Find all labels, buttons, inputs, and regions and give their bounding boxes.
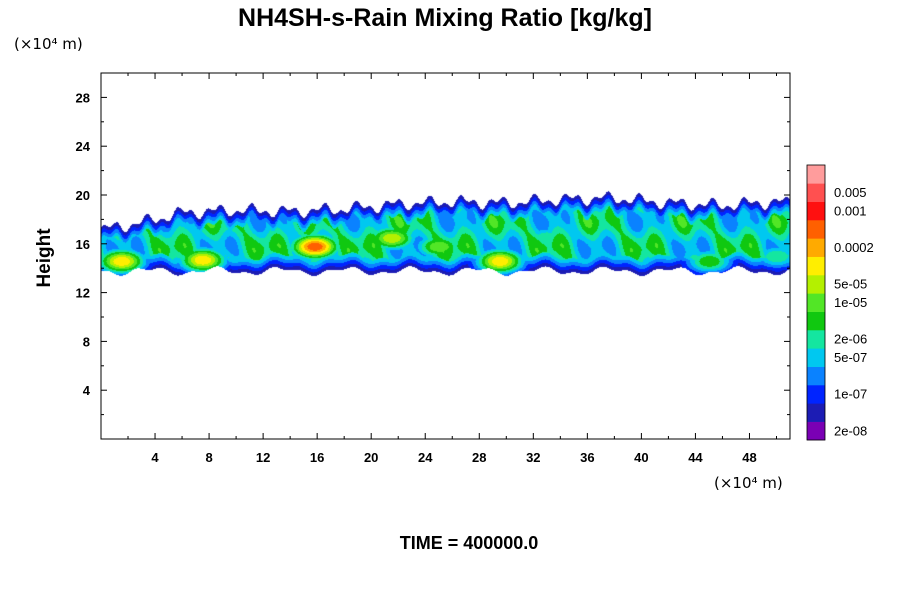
- legend-label: 2e-08: [834, 423, 867, 438]
- legend-swatch: [807, 348, 825, 367]
- mixing-ratio-field: [101, 73, 790, 439]
- legend-swatch: [807, 183, 825, 202]
- legend-swatch: [807, 403, 825, 422]
- time-label: TIME = 400000.0: [400, 533, 539, 553]
- legend-label: 5e-07: [834, 350, 867, 365]
- legend-swatch: [807, 275, 825, 294]
- legend-swatch: [807, 201, 825, 221]
- x-tick-label: 20: [364, 450, 378, 465]
- x-tick-label: 4: [151, 450, 159, 465]
- chart-title: NH4SH-s-Rain Mixing Ratio [kg/kg]: [238, 4, 652, 32]
- legend-swatch: [807, 165, 825, 184]
- x-axis-unit: (×10⁴ m): [714, 474, 783, 492]
- x-tick-label: 44: [688, 450, 703, 465]
- legend-swatch: [807, 256, 825, 276]
- legend-swatch: [807, 330, 825, 349]
- x-tick-label: 48: [742, 450, 756, 465]
- color-legend: 2e-08 1e-07 5e-07 2e-06 1e-05 5e-05 0.0002 0.00…: [806, 164, 874, 441]
- x-tick-label: 40: [634, 450, 648, 465]
- legend-label: 0.005: [834, 185, 867, 200]
- y-axis: 4 8 12 16 20 24 28: [76, 90, 790, 416]
- legend-swatch: [807, 421, 825, 441]
- y-tick-label: 24: [76, 139, 91, 154]
- legend-label: 0.001: [834, 203, 867, 218]
- y-tick-label: 8: [83, 334, 90, 349]
- y-tick-label: 16: [76, 237, 90, 252]
- x-tick-label: 32: [526, 450, 540, 465]
- x-tick-label: 28: [472, 450, 486, 465]
- legend-swatch: [807, 311, 825, 331]
- y-axis-label: Height: [34, 228, 55, 288]
- legend-label: 2e-06: [834, 332, 867, 347]
- x-tick-label: 36: [580, 450, 594, 465]
- y-tick-label: 20: [76, 188, 90, 203]
- y-axis-unit: (×10⁴ m): [14, 35, 83, 53]
- x-axis: 4 8 12 16 20 24 28 32 36 40 44 48: [127, 73, 777, 465]
- x-tick-label: 12: [256, 450, 270, 465]
- legend-label: 5e-05: [834, 277, 867, 292]
- legend-swatch: [807, 366, 825, 386]
- legend-label: 0.0002: [834, 240, 874, 255]
- plot-frame: [100, 72, 791, 440]
- field-raster: [101, 73, 790, 439]
- legend-swatch: [807, 238, 825, 257]
- y-tick-label: 12: [76, 286, 90, 301]
- legend-swatch: [807, 220, 825, 239]
- legend-label: 1e-07: [834, 387, 867, 402]
- y-tick-label: 28: [76, 90, 90, 105]
- x-tick-label: 16: [310, 450, 324, 465]
- x-tick-label: 8: [205, 450, 212, 465]
- legend-frame: [806, 164, 826, 441]
- legend-label: 1e-05: [834, 295, 867, 310]
- x-tick-label: 24: [418, 450, 433, 465]
- legend-swatch: [807, 293, 825, 312]
- y-tick-label: 4: [83, 383, 91, 398]
- legend-swatch: [807, 385, 825, 404]
